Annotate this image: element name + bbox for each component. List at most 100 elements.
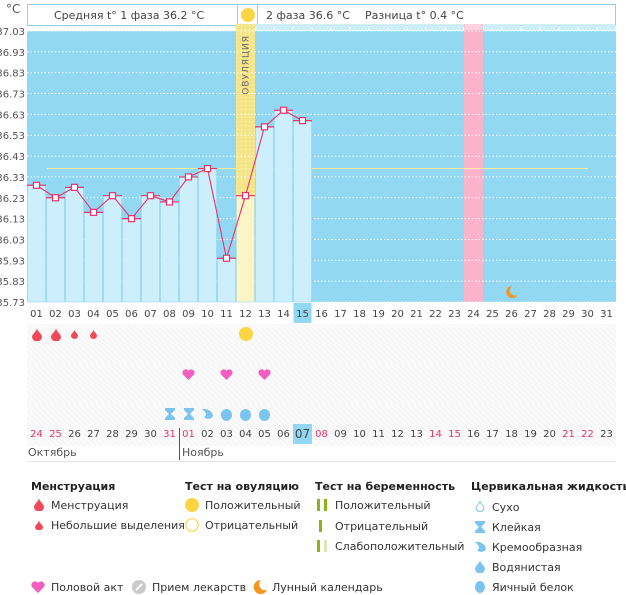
calendar-date[interactable]: 25	[49, 429, 62, 440]
month-divider	[179, 428, 180, 460]
cervical-watery-icon[interactable]	[255, 404, 274, 424]
calendar-date[interactable]: 24	[30, 429, 43, 440]
heart-icon[interactable]	[217, 364, 236, 384]
x-day-label: 25	[486, 309, 499, 320]
top-day-label: 12	[467, 24, 480, 27]
ovulation-positive-icon	[185, 498, 199, 512]
temperature-point	[165, 198, 174, 206]
calendar-date[interactable]: 10	[353, 429, 366, 440]
top-day-cell	[255, 24, 274, 30]
menstruation-drop-icon[interactable]	[46, 324, 65, 344]
pill-icon	[132, 580, 146, 594]
calendar-date[interactable]: 01	[182, 429, 195, 440]
x-day-label: 07	[144, 309, 157, 320]
calendar-date[interactable]: 14	[429, 429, 442, 440]
legend-creamy: Кремообразная	[492, 541, 583, 554]
top-day-label: 01	[258, 24, 271, 27]
top-day-cell	[293, 24, 312, 30]
top-day-label: 11	[448, 24, 461, 27]
calendar-date[interactable]: 07	[293, 424, 312, 444]
calendar-date[interactable]: 13	[410, 429, 423, 440]
calendar-date[interactable]: 12	[391, 429, 404, 440]
calendar-date[interactable]: 08	[315, 429, 328, 440]
cervical-watery-icon[interactable]	[217, 404, 236, 424]
calendar-date[interactable]: 17	[486, 429, 499, 440]
top-day-cell	[483, 24, 502, 30]
calendar-date[interactable]: 28	[106, 429, 119, 440]
x-day-label: 29	[562, 309, 575, 320]
heart-icon[interactable]	[255, 364, 274, 384]
expected-period-column	[464, 24, 483, 302]
calendar-date[interactable]: 22	[581, 429, 594, 440]
top-day-cell	[426, 24, 445, 30]
cervical-sticky-icon[interactable]	[179, 404, 198, 424]
calendar-date[interactable]: 15	[448, 429, 461, 440]
temperature-bar	[255, 126, 274, 303]
temperature-bar	[122, 218, 141, 303]
sun-icon	[241, 8, 255, 22]
creamy-icon	[475, 541, 486, 552]
x-day-label: 28	[543, 309, 556, 320]
calendar-date[interactable]: 31	[163, 429, 176, 440]
ovulation-marker	[237, 5, 258, 25]
top-day-label: 04	[315, 24, 328, 27]
calendar-date[interactable]: 23	[600, 429, 613, 440]
temperature-point	[146, 192, 155, 200]
calendar-date[interactable]: 29	[125, 429, 138, 440]
blank-row	[27, 344, 616, 364]
calendar-date[interactable]: 03	[220, 429, 233, 440]
menstruation-drop-icon[interactable]	[27, 324, 46, 344]
top-day-label: 10	[429, 24, 442, 27]
x-day-label: 03	[68, 309, 81, 320]
top-day-cell	[350, 24, 369, 30]
temperature-chart: 37.03 36.93 36.83 36.73 36.63 36.53 36.43 36.33…	[0, 24, 616, 323]
x-day-label: 22	[429, 309, 442, 320]
calendar-date[interactable]: 04	[239, 429, 252, 440]
calendar-date[interactable]: 20	[543, 429, 556, 440]
moon-icon	[253, 579, 267, 594]
cervical-creamy-icon[interactable]	[198, 404, 217, 424]
calendar-date[interactable]: 16	[467, 429, 480, 440]
x-day-label: 24	[467, 309, 480, 320]
calendar-date[interactable]: 30	[144, 429, 157, 440]
menstruation-row	[27, 324, 616, 344]
calendar-date[interactable]: 02	[201, 429, 214, 440]
top-day-label: 02	[277, 24, 290, 27]
legend-pregnancy-faint: Слабоположительный	[335, 540, 465, 553]
temperature-bar	[27, 184, 46, 303]
x-day-label: 06	[125, 309, 138, 320]
calendar-date[interactable]: 18	[505, 429, 518, 440]
pregnancy-faint-icon	[317, 540, 327, 552]
calendar-date[interactable]: 19	[524, 429, 537, 440]
menstruation-drop-icon[interactable]	[65, 324, 84, 344]
menstruation-drop-icon[interactable]	[84, 324, 103, 344]
heart-icon[interactable]	[179, 364, 198, 384]
cervical-sticky-icon[interactable]	[160, 404, 179, 424]
top-day-cell	[369, 24, 388, 30]
calendar-date[interactable]: 06	[277, 429, 290, 440]
y-tick-label: 35.83	[0, 277, 25, 288]
temperature-difference: Разница t° 0.4 °C	[365, 9, 464, 22]
top-day-label: 07	[372, 24, 385, 27]
y-tick-label: 37.03	[0, 27, 25, 38]
phase2-average: 2 фаза 36.6 °C	[266, 9, 350, 22]
temperature-bar	[141, 195, 160, 303]
top-day-cell	[540, 24, 559, 30]
cervical-watery-icon[interactable]	[236, 404, 255, 424]
temperature-point	[260, 123, 269, 131]
ovulation-test-sun-icon[interactable]	[236, 324, 255, 344]
calendar-date[interactable]: 05	[258, 429, 271, 440]
y-tick-label: 35.93	[0, 256, 25, 267]
legend-lunar-calendar: Лунный календарь	[272, 581, 383, 594]
temperature-point	[184, 173, 193, 181]
top-day-cell	[502, 24, 521, 30]
calendar-date[interactable]: 26	[68, 429, 81, 440]
x-day-label: 04	[87, 309, 100, 320]
x-day-label: 08	[163, 309, 176, 320]
calendar-date[interactable]: 11	[372, 429, 385, 440]
calendar-date[interactable]: 09	[334, 429, 347, 440]
calendar-date[interactable]: 21	[562, 429, 575, 440]
calendar-date[interactable]: 27	[87, 429, 100, 440]
legend-watery: Водянистая	[492, 561, 561, 574]
heavy-drop-icon	[34, 498, 44, 511]
